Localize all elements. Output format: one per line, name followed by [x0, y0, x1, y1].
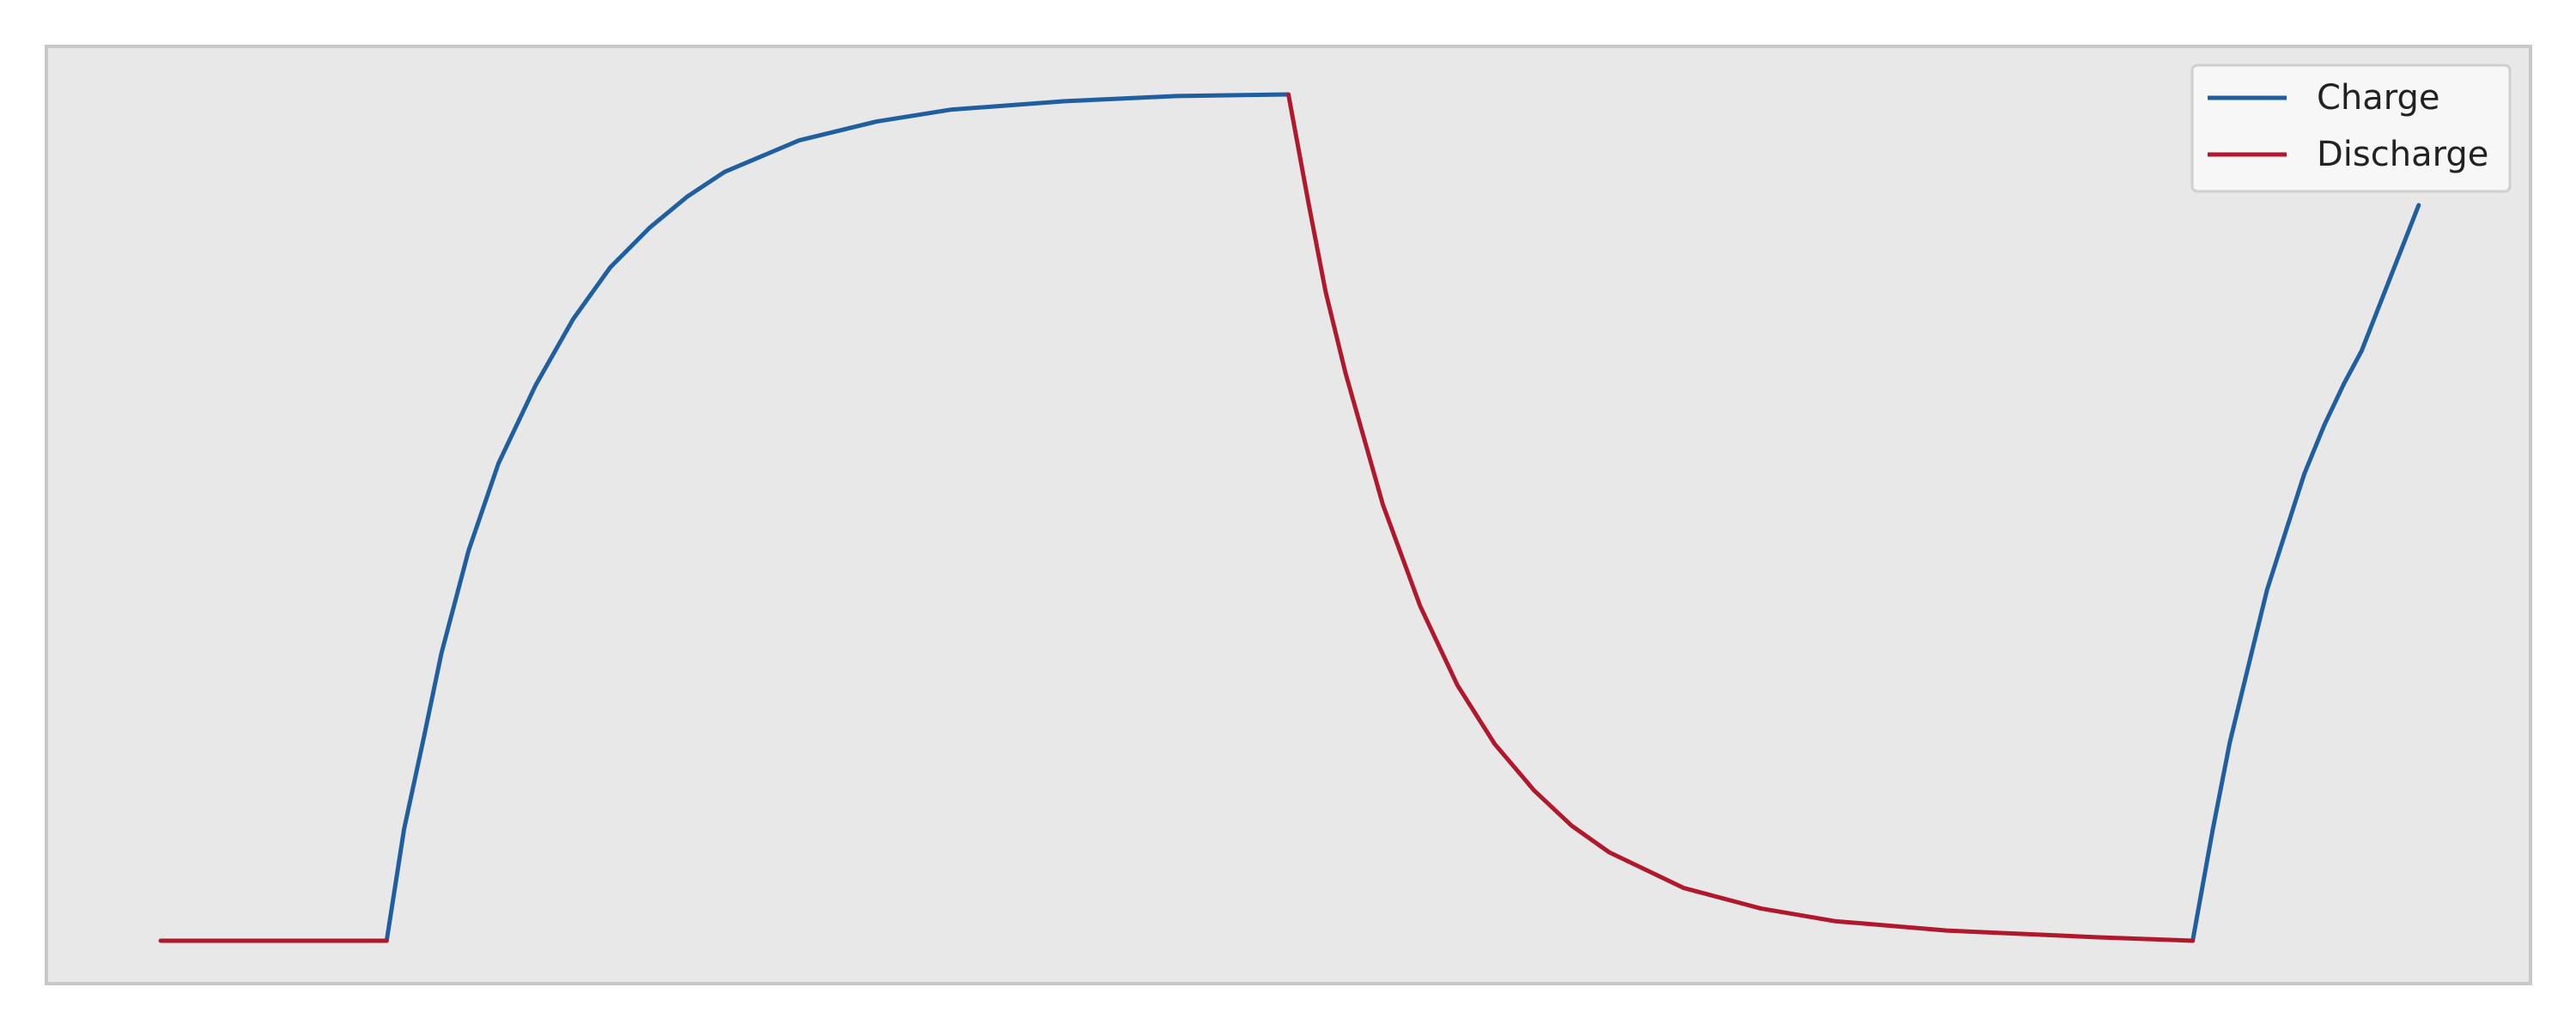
series-line-charge-2 — [2190, 203, 2421, 943]
series-charge — [384, 92, 2421, 943]
legend-label-discharge: Discharge — [2317, 135, 2488, 174]
series-line-discharge-2 — [1286, 92, 2196, 943]
series-layer — [158, 92, 2421, 943]
series-discharge — [158, 92, 2196, 943]
legend-label-charge: Charge — [2317, 78, 2440, 118]
series-line-charge-1 — [384, 92, 1291, 943]
legend: Charge Discharge — [2190, 64, 2512, 193]
plot-area — [45, 45, 2532, 985]
